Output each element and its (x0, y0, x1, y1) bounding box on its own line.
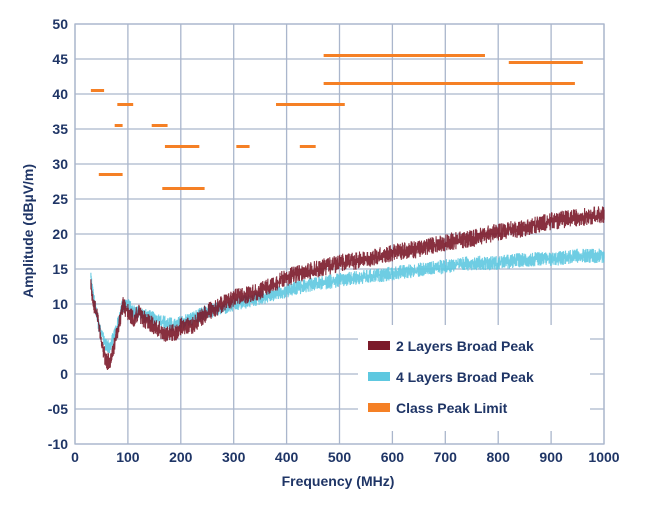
y-tick-label: 30 (52, 156, 68, 172)
y-tick-label: 05 (52, 331, 68, 347)
x-tick-label: 1000 (588, 449, 619, 465)
y-axis-ticks: 50 45 40 35 30 25 20 15 10 05 0 -05 -10 (48, 16, 68, 452)
y-tick-label: 25 (52, 191, 68, 207)
y-tick-label: 35 (52, 121, 68, 137)
legend-swatch-class-limit (368, 403, 390, 412)
legend: 2 Layers Broad Peak 4 Layers Broad Peak … (358, 325, 590, 431)
y-axis-label: Amplitude (dBµV/m) (20, 164, 36, 298)
y-tick-label: 45 (52, 51, 68, 67)
x-tick-label: 100 (116, 449, 140, 465)
legend-background (358, 325, 590, 431)
legend-swatch-2-layers (368, 341, 390, 350)
y-tick-label: -05 (48, 401, 68, 417)
y-tick-label: 0 (60, 366, 68, 382)
series-line-2-layers (90, 206, 605, 371)
y-tick-label: 10 (52, 296, 68, 312)
x-tick-label: 400 (275, 449, 299, 465)
x-tick-label: 700 (434, 449, 458, 465)
series-line-4-layers (90, 248, 605, 354)
x-axis-ticks: 0 100 200 300 400 500 600 700 800 900 1000 (71, 449, 620, 465)
plot-frame (74, 23, 605, 445)
x-tick-label: 500 (328, 449, 352, 465)
series-lines (90, 206, 605, 371)
x-tick-label: 800 (487, 449, 511, 465)
legend-label-class-limit: Class Peak Limit (396, 400, 508, 416)
x-tick-label: 300 (222, 449, 246, 465)
y-tick-label: 15 (52, 261, 68, 277)
x-axis-label: Frequency (MHz) (282, 473, 395, 489)
legend-label-4-layers: 4 Layers Broad Peak (396, 369, 534, 385)
x-tick-label: 900 (539, 449, 563, 465)
x-tick-label: 200 (169, 449, 193, 465)
x-tick-label: 0 (71, 449, 79, 465)
legend-label-2-layers: 2 Layers Broad Peak (396, 338, 534, 354)
y-tick-label: 50 (52, 16, 68, 32)
legend-swatch-4-layers (368, 372, 390, 381)
y-tick-label: -10 (48, 436, 68, 452)
y-tick-label: 40 (52, 86, 68, 102)
limit-segments (90, 54, 583, 190)
x-tick-label: 600 (381, 449, 405, 465)
y-tick-label: 20 (52, 226, 68, 242)
